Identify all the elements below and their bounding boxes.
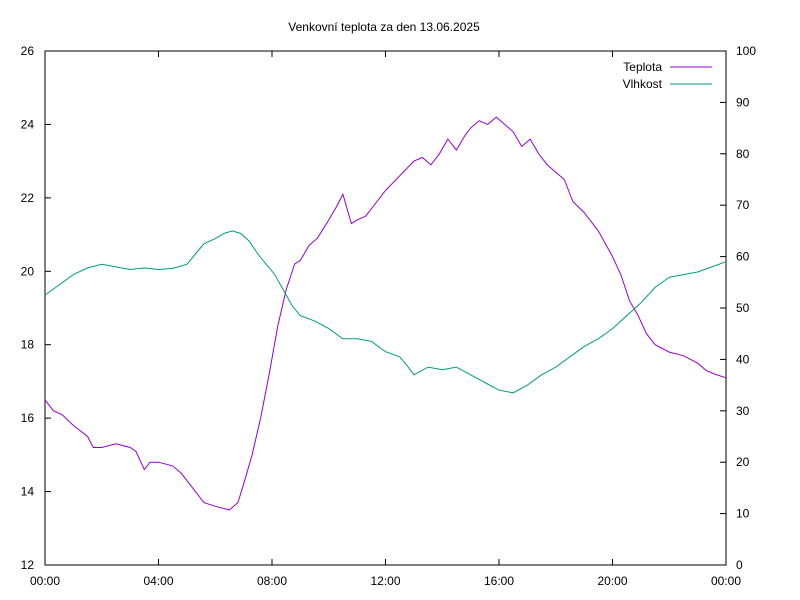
y-right-tick-label: 20: [736, 455, 750, 469]
y-right-tick-label: 10: [736, 507, 750, 521]
y-right-tick-label: 30: [736, 404, 750, 418]
legend-label-teplota: Teplota: [623, 60, 662, 74]
y-axis-right-ticks: 0 10 20 30 40 50 60 70 80 90 100: [720, 44, 756, 572]
y-right-tick-label: 0: [736, 558, 743, 572]
legend-label-vlhkost: Vlhkost: [623, 77, 663, 91]
series-line-vlhkost: [44, 230, 727, 394]
x-tick-label: 20:00: [597, 574, 627, 588]
series-lines: [44, 116, 727, 511]
y-axis-left-ticks: 12 14 16 18 20 22 24 26: [21, 44, 51, 572]
y-left-tick-label: 20: [21, 264, 35, 278]
x-tick-label: 04:00: [143, 574, 173, 588]
x-tick-label: 00:00: [711, 574, 741, 588]
x-axis-ticks: 00:00 04:00 08:00 12:00 16:00 20:00 00:00: [30, 51, 741, 588]
x-tick-label: 16:00: [484, 574, 514, 588]
y-left-tick-label: 26: [21, 44, 35, 58]
x-tick-label: 00:00: [30, 574, 60, 588]
y-left-tick-label: 22: [21, 191, 35, 205]
chart-title: Venkovní teplota za den 13.06.2025: [288, 20, 480, 34]
y-left-tick-label: 16: [21, 411, 35, 425]
y-right-tick-label: 100: [736, 44, 756, 58]
y-right-tick-label: 80: [736, 147, 750, 161]
y-left-tick-label: 12: [21, 558, 35, 572]
plot-area-border: [44, 50, 727, 566]
x-tick-label: 08:00: [257, 574, 287, 588]
legend: Teplota Vlhkost: [623, 60, 712, 91]
y-right-tick-label: 50: [736, 301, 750, 315]
y-right-tick-label: 90: [736, 95, 750, 109]
y-left-tick-label: 18: [21, 338, 35, 352]
x-tick-label: 12:00: [370, 574, 400, 588]
y-right-tick-label: 40: [736, 352, 750, 366]
y-right-tick-label: 70: [736, 198, 750, 212]
y-left-tick-label: 24: [21, 117, 35, 131]
series-line-teplota: [44, 116, 727, 511]
y-left-tick-label: 14: [21, 485, 35, 499]
y-right-tick-label: 60: [736, 250, 750, 264]
